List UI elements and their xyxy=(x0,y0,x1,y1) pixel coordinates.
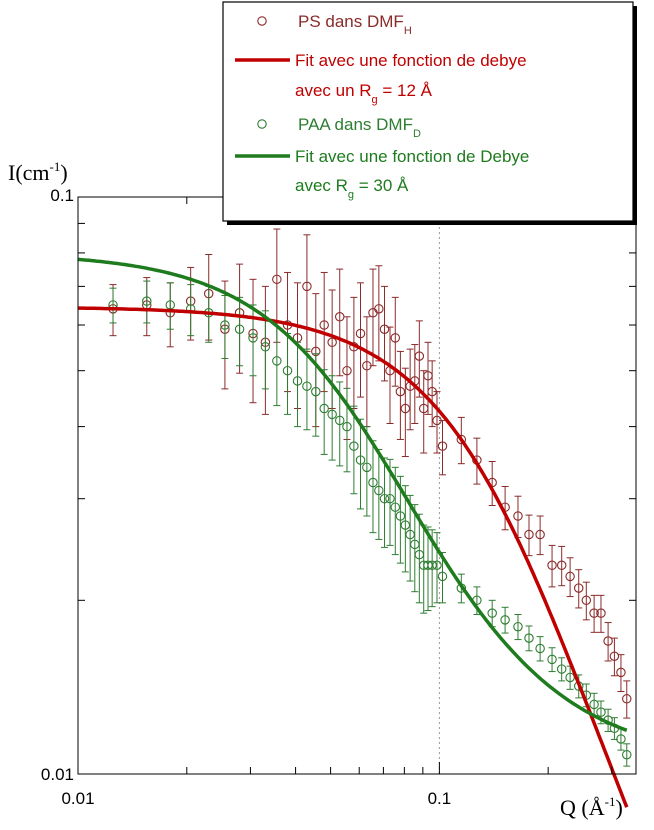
data-point xyxy=(302,381,312,391)
legend-label: PAA dans DMFD xyxy=(298,115,421,140)
data-point xyxy=(547,560,557,571)
data-point xyxy=(395,386,406,397)
data-point xyxy=(390,333,401,343)
x-axis-title: Q (Å-1) xyxy=(560,794,623,820)
legend-marker xyxy=(257,119,267,129)
data-point xyxy=(573,583,584,593)
data-point xyxy=(427,560,437,571)
data-point xyxy=(414,351,425,361)
data-point xyxy=(362,462,372,473)
data-point xyxy=(355,328,366,339)
data-point xyxy=(282,365,293,376)
y-tick-label: 0.01 xyxy=(41,765,74,784)
data-point xyxy=(311,386,321,397)
data-point xyxy=(596,707,606,717)
data-point xyxy=(374,485,384,496)
legend-label: avec un Rg = 12 Å xyxy=(295,81,433,106)
data-point xyxy=(581,595,592,606)
data-point xyxy=(272,274,282,285)
data-point xyxy=(589,608,599,618)
data-point xyxy=(302,281,312,292)
data-point xyxy=(622,694,632,704)
data-point xyxy=(349,441,359,451)
data-point xyxy=(524,633,534,643)
data-point xyxy=(400,403,411,414)
y-axis-title: I(cm-1) xyxy=(8,159,68,185)
legend-label: avec Rg = 30 Å xyxy=(295,176,409,201)
data-point xyxy=(432,560,442,571)
data-point xyxy=(547,654,557,665)
data-point xyxy=(327,409,337,420)
data-point xyxy=(272,356,282,366)
data-point xyxy=(556,560,567,571)
data-point xyxy=(379,493,390,504)
x-tick-label: 0.01 xyxy=(61,789,94,808)
data-point xyxy=(385,493,395,504)
data-point xyxy=(342,421,352,432)
data-point xyxy=(565,672,575,683)
data-point xyxy=(368,477,378,488)
legend-label: Fit avec une fonction de debye xyxy=(295,51,527,70)
data-point xyxy=(513,621,523,632)
data-point xyxy=(327,337,337,348)
data-point xyxy=(334,415,345,426)
data-point xyxy=(589,699,599,710)
data-point xyxy=(596,608,606,618)
data-point xyxy=(379,324,390,334)
data-point xyxy=(535,529,545,540)
fit-line xyxy=(77,257,628,732)
data-point xyxy=(260,342,271,352)
data-point xyxy=(400,520,411,530)
data-point xyxy=(603,636,613,646)
data-point xyxy=(524,529,534,540)
data-point xyxy=(456,434,467,445)
data-point xyxy=(234,324,245,334)
data-point xyxy=(616,667,626,678)
legend-box xyxy=(222,1,634,222)
data-point xyxy=(292,376,303,386)
data-point xyxy=(319,320,329,330)
legend-label: Fit avec une fonction de Debye xyxy=(295,147,529,166)
data-point xyxy=(513,511,523,521)
data-point xyxy=(142,296,152,306)
data-point xyxy=(556,664,567,674)
data-point xyxy=(319,403,329,414)
data-point xyxy=(616,734,626,744)
data-point xyxy=(437,441,448,451)
data-point xyxy=(487,608,497,618)
data-point xyxy=(622,749,632,760)
data-point xyxy=(535,643,545,654)
data-point xyxy=(342,365,352,376)
y-tick-label: 0.1 xyxy=(50,186,74,205)
data-point xyxy=(248,333,258,343)
data-point xyxy=(609,651,620,661)
data-point xyxy=(500,615,510,625)
fit-line xyxy=(78,306,629,808)
data-point xyxy=(220,320,230,330)
data-point xyxy=(374,304,384,314)
data-point xyxy=(355,455,366,465)
data-point xyxy=(565,571,575,582)
data-point xyxy=(390,502,401,512)
data-point xyxy=(395,511,406,521)
legend-label: PS dans DMFH xyxy=(298,12,412,37)
legend-marker xyxy=(257,16,267,26)
data-point xyxy=(437,571,448,582)
x-tick-label: 0.1 xyxy=(428,789,452,808)
